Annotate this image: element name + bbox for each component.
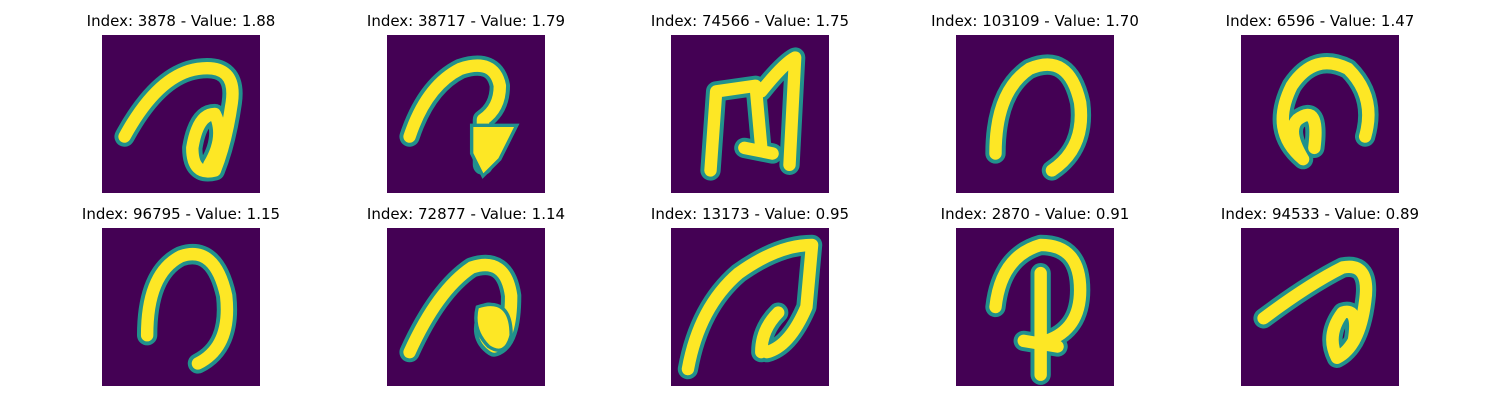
digit-image (671, 228, 829, 386)
panel-title: Index: 94533 - Value: 0.89 (1220, 205, 1420, 223)
digit-image (102, 228, 260, 386)
digit-image (387, 35, 545, 193)
digit-image (956, 35, 1114, 193)
digit-image (387, 228, 545, 386)
panel-title: Index: 6596 - Value: 1.47 (1225, 12, 1415, 30)
digit-image (956, 228, 1114, 386)
panel-title: Index: 13173 - Value: 0.95 (650, 205, 850, 223)
panel-title: Index: 72877 - Value: 1.14 (366, 205, 566, 223)
digit-image (102, 35, 260, 193)
panel-title: Index: 38717 - Value: 1.79 (366, 12, 566, 30)
digit-image (1241, 228, 1399, 386)
panel-title: Index: 96795 - Value: 1.15 (81, 205, 281, 223)
panel-title: Index: 103109 - Value: 1.70 (931, 12, 1139, 30)
panel-title: Index: 3878 - Value: 1.88 (86, 12, 276, 30)
digit-image (1241, 35, 1399, 193)
panel-title: Index: 74566 - Value: 1.75 (650, 12, 850, 30)
panel-title: Index: 2870 - Value: 0.91 (940, 205, 1130, 223)
digit-image (671, 35, 829, 193)
